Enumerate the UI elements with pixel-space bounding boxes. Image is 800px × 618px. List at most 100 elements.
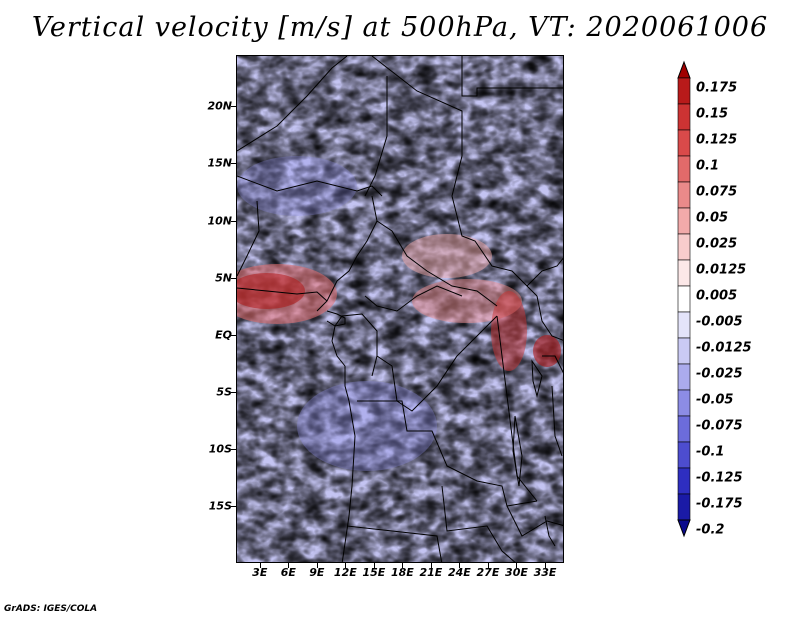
updraft-cell-east [491,291,527,371]
colorbar-label: -0.075 [696,418,743,434]
colorbar-label: 0.0125 [696,262,747,278]
colorbar-segment [677,181,691,209]
colorbar-segment [677,129,691,157]
chart-title: Vertical velocity [m/s] at 500hPa, VT: 2… [31,12,769,43]
border-benin [237,200,260,277]
lon-label: 33E [533,566,557,579]
grads-credit: GrADS: IGES/COLA [4,604,98,614]
lon-tick [487,563,489,568]
colorbar-segment [677,259,691,287]
colorbar-graphic [677,60,691,538]
border-chad-car [376,220,498,307]
colorbar-segment [677,441,691,469]
updraft-cell-lake-victoria [533,335,561,367]
colorbar-segment [677,103,691,131]
lat-tick [231,277,236,279]
colorbar-label: -0.025 [696,366,743,382]
colorbar-segment [677,363,691,391]
lon-tick [259,563,261,568]
colorbar-segment [677,233,691,261]
border-niger-nigeria [237,175,383,197]
colorbar-segment [677,207,691,235]
border-chad-sudan [451,155,538,297]
border-congo-gabon [334,313,378,377]
lake-tanganyika [512,415,523,487]
lon-label: 18E [390,566,414,579]
lon-label: 30E [505,566,528,579]
colorbar-segment [677,311,691,339]
border-cabinda [344,366,350,402]
colorbar-label: 0.15 [696,106,729,122]
lat-label: 10S [208,442,232,456]
lat-tick [231,220,236,222]
updraft-cell-north [402,234,492,278]
lat-tick [231,391,236,393]
map-panel [236,55,564,563]
lat-label: 5S [216,385,232,399]
border-angola-zambia [441,485,516,562]
colorbar-label: 0.05 [696,210,729,226]
colorbar-label: 0.175 [696,80,738,96]
border-libya-chad [371,56,463,156]
border-great-lakes [496,315,538,502]
colorbar-segment [677,77,691,105]
lat-tick [231,448,236,450]
lon-tick [373,563,375,568]
colorbar-bottom-arrow [677,519,691,538]
border-nigeria-cameroon [316,195,378,312]
lat-tick [231,106,236,108]
lon-label: 27E [476,566,500,579]
coastline-gabon [331,325,346,367]
lon-tick [544,563,546,568]
border-angola-drc [357,400,538,507]
border-kenya-tanzania [542,355,563,374]
colorbar-label: 0.005 [696,288,738,304]
lon-label: 15E [362,566,386,579]
border-algeria-niger [237,56,348,152]
lon-tick [288,563,290,568]
political-borders [237,56,563,562]
lon-label: 3E [252,566,268,579]
colorbar-label: -0.125 [696,470,743,486]
border-angola-coast [341,400,356,562]
lon-tick [516,563,518,568]
border-uganda [536,295,563,341]
lat-label: 15N [207,156,232,170]
colorbar-label: -0.0125 [696,340,752,356]
border-car-drc [364,285,463,312]
lon-label: 9E [309,566,325,579]
lat-label: 15S [208,499,232,513]
colorbar-label: -0.005 [696,314,743,330]
lat-tick [231,334,236,336]
lon-label: 21E [419,566,443,579]
border-zambia-malawi [506,505,563,537]
lat-label: 20N [207,99,232,113]
lat-tick [231,505,236,507]
colorbar-label: -0.175 [696,496,743,512]
lon-label: 24E [447,566,471,579]
colorbar-segment [677,155,691,183]
colorbar-top-arrow [677,60,691,79]
lat-label: 5N [215,271,232,285]
colorbar-label: 0.025 [696,236,738,252]
lat-tick [231,163,236,165]
lon-tick [459,563,461,568]
lon-label: 6E [280,566,296,579]
coastline-west-africa [237,287,328,302]
downdraft-cell-south [297,381,437,471]
border-tanzania [551,385,563,457]
lon-tick [316,563,318,568]
colorbar-segment [677,493,691,521]
colorbar-label: -0.2 [696,522,725,538]
lon-tick [345,563,347,568]
coastline-gulf-of-guinea [326,310,346,327]
colorbar-label: 0.1 [696,158,720,174]
border-niger-chad [364,76,388,197]
colorbar-label: -0.05 [696,392,734,408]
lat-label: EQ [215,328,232,342]
lat-label: 10N [207,214,232,228]
colorbar-segment [677,285,691,313]
border-libya-egypt [461,56,563,97]
border-drc-north [376,315,498,412]
lon-label: 12E [333,566,357,579]
